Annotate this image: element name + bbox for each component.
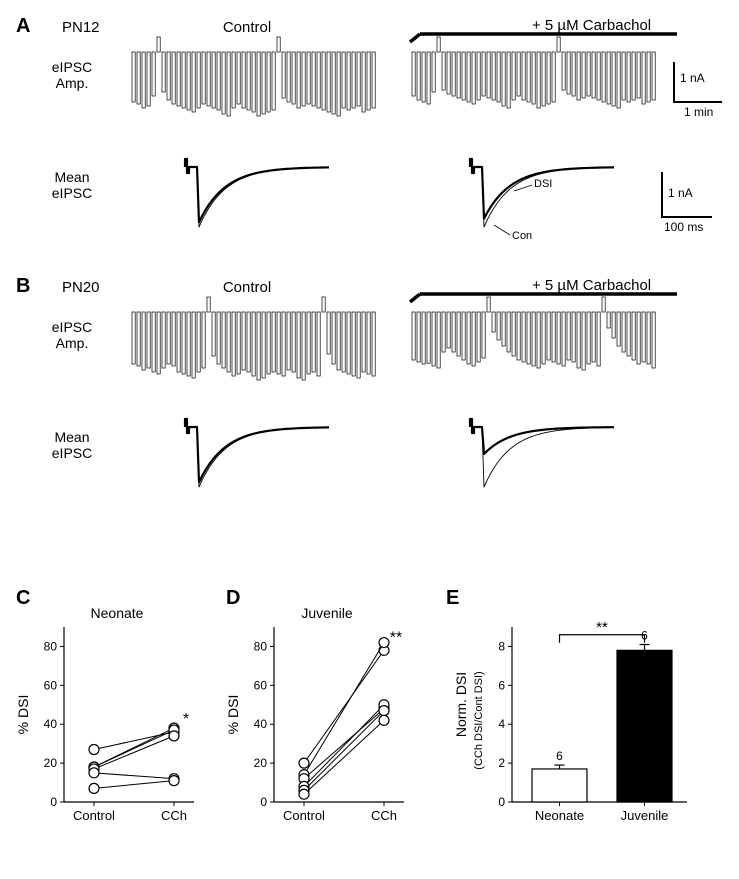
ytick: 20	[44, 756, 58, 770]
scale-amp-x: 1 min	[684, 105, 713, 119]
n-label: 6	[556, 749, 563, 763]
ytick: 80	[44, 639, 58, 653]
mean-eipsc-label: eIPSC	[52, 445, 92, 461]
data-point	[299, 758, 309, 768]
eipsc-amp-label: Amp.	[56, 75, 89, 91]
panel-label: B	[16, 275, 30, 297]
ytick: 20	[254, 756, 268, 770]
ytick: 2	[498, 756, 505, 770]
ytick: 8	[498, 639, 505, 653]
xlabel: Control	[73, 808, 115, 823]
bar	[532, 769, 587, 802]
ytick: 6	[498, 678, 505, 692]
data-point	[89, 783, 99, 793]
dsi-label: DSI	[534, 178, 552, 190]
age-label: PN20	[62, 279, 100, 296]
ytick: 80	[254, 639, 268, 653]
xlabel: CCh	[371, 808, 397, 823]
mean-eipsc-label: Mean	[54, 429, 89, 445]
data-point	[89, 745, 99, 755]
xlabel: Control	[283, 808, 325, 823]
ytick: 4	[498, 717, 505, 731]
data-point	[169, 776, 179, 786]
ytick: 40	[44, 717, 58, 731]
eipsc-amp-label: Amp.	[56, 335, 89, 351]
ytick: 0	[50, 795, 57, 809]
bar	[617, 650, 672, 802]
scale-trace-y: 1 nA	[668, 186, 693, 200]
xlabel: Juvenile	[621, 808, 669, 823]
control-title: Control	[223, 279, 271, 296]
ylabel: % DSI	[15, 695, 31, 735]
eipsc-amp-label: eIPSC	[52, 59, 92, 75]
panel-label: A	[16, 15, 30, 37]
scale-trace-x: 100 ms	[664, 220, 703, 234]
ytick: 0	[498, 795, 505, 809]
data-point	[379, 706, 389, 716]
carbachol-title: + 5 µM Carbachol	[532, 277, 651, 294]
data-point	[379, 638, 389, 648]
data-point	[169, 731, 179, 741]
panel-label: E	[446, 587, 459, 609]
mean-eipsc-label: Mean	[54, 169, 89, 185]
ytick: 40	[254, 717, 268, 731]
ylabel: % DSI	[225, 695, 241, 735]
scale-amp-y: 1 nA	[680, 71, 705, 85]
age-label: PN12	[62, 19, 100, 36]
sig-marker: **	[390, 629, 402, 646]
con-label: Con	[512, 230, 532, 242]
figure-root: APN12Control+ 5 µM CarbacholeIPSCAmp.Mea…	[12, 12, 727, 867]
ylabel2: (CCh DSI/Cont DSI)	[473, 671, 485, 769]
plot-title: Neonate	[91, 605, 144, 621]
ytick: 60	[254, 678, 268, 692]
xlabel: Neonate	[535, 808, 584, 823]
figure-svg: APN12Control+ 5 µM CarbacholeIPSCAmp.Mea…	[12, 12, 727, 867]
carbachol-title: + 5 µM Carbachol	[532, 17, 651, 34]
eipsc-amp-label: eIPSC	[52, 319, 92, 335]
panel-label: C	[16, 587, 30, 609]
xlabel: CCh	[161, 808, 187, 823]
mean-eipsc-label: eIPSC	[52, 185, 92, 201]
panel-label: D	[226, 587, 240, 609]
sig-marker: *	[183, 711, 189, 728]
ytick: 0	[260, 795, 267, 809]
control-title: Control	[223, 19, 271, 36]
ytick: 60	[44, 678, 58, 692]
sig-marker: **	[596, 619, 608, 636]
data-point	[379, 715, 389, 725]
plot-title: Juvenile	[301, 605, 353, 621]
ylabel: Norm. DSI	[453, 672, 469, 737]
data-point	[299, 789, 309, 799]
data-point	[89, 768, 99, 778]
